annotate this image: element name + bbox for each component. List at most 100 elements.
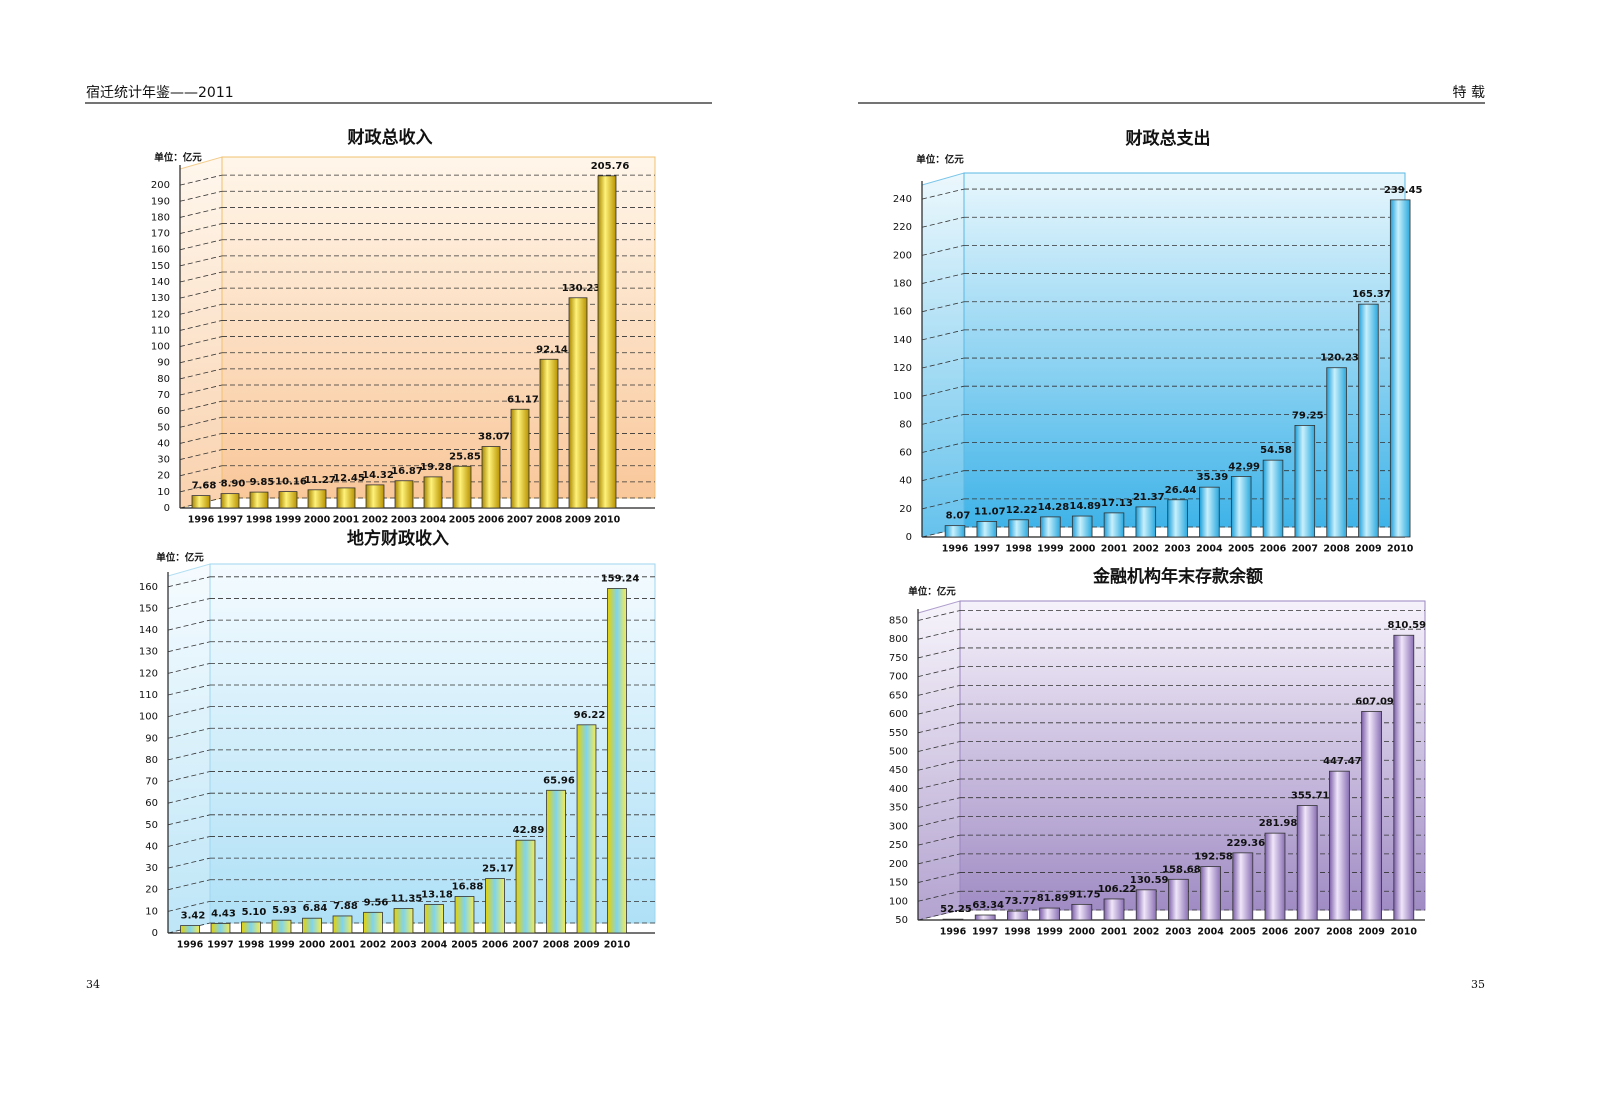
data-label: 7.68 <box>192 481 217 492</box>
x-tick-label: 2007 <box>1294 927 1320 938</box>
bar <box>394 480 414 509</box>
side-wall <box>179 156 223 509</box>
bar <box>1294 425 1316 538</box>
y-tick-label: 200 <box>151 180 170 191</box>
grid-line <box>917 628 961 640</box>
y-tick-label: 50 <box>895 915 908 926</box>
x-tick-label: 2009 <box>1358 927 1384 938</box>
x-tick-label: 2000 <box>1069 544 1096 555</box>
y-tick-label: 90 <box>145 733 158 744</box>
bar <box>424 904 444 934</box>
grid-line <box>921 273 965 284</box>
bar <box>944 525 966 538</box>
data-label: 239.45 <box>1384 185 1423 196</box>
x-tick-label: 2008 <box>543 940 570 951</box>
x-tick-label: 2002 <box>1133 927 1159 938</box>
y-tick-label: 100 <box>139 712 158 723</box>
y-tick-label: 40 <box>145 841 158 852</box>
bar <box>1326 367 1347 538</box>
grid-line <box>167 662 211 674</box>
data-label: 17.13 <box>1101 498 1133 509</box>
grid-line <box>921 498 965 510</box>
bar <box>423 476 443 509</box>
data-label: 9.85 <box>250 477 275 488</box>
y-tick-label: 60 <box>157 406 170 417</box>
x-tick-label: 2002 <box>360 940 386 951</box>
x-tick-label: 2005 <box>451 940 477 951</box>
chart-title: 金融机构年末存款余额 <box>1092 566 1263 587</box>
data-label: 26.44 <box>1165 485 1197 496</box>
grid-line <box>917 647 961 659</box>
data-label: 5.93 <box>272 905 297 916</box>
data-label: 73.77 <box>1005 896 1037 907</box>
grid-line <box>917 853 961 865</box>
data-label: 12.22 <box>1006 505 1038 516</box>
y-tick-label: 80 <box>157 374 170 385</box>
bar <box>278 491 298 509</box>
data-label: 35.39 <box>1197 472 1229 483</box>
y-tick-label: 150 <box>889 878 908 889</box>
data-label: 52.25 <box>940 904 972 915</box>
bar <box>336 487 356 509</box>
x-tick-label: 2000 <box>1069 927 1096 938</box>
bar <box>1103 512 1125 538</box>
grid-line <box>921 216 965 228</box>
bar <box>510 408 530 509</box>
x-tick-label: 1997 <box>207 940 233 951</box>
y-tick-label: 50 <box>157 422 170 433</box>
bar <box>365 484 385 509</box>
x-tick-label: 2001 <box>1101 544 1127 555</box>
unit-label: 单位：亿元 <box>916 154 964 166</box>
grid-line <box>167 922 211 934</box>
x-tick-label: 2010 <box>1387 544 1414 555</box>
grid-line <box>167 727 211 739</box>
grid-line <box>167 598 211 609</box>
grid-line <box>179 497 223 509</box>
y-tick-label: 200 <box>893 250 912 261</box>
x-tick-label: 2001 <box>1101 927 1127 938</box>
x-tick-label: 2003 <box>391 515 417 526</box>
grid-line <box>179 287 223 299</box>
bar <box>1200 866 1221 921</box>
data-label: 11.07 <box>974 506 1006 517</box>
y-tick-label: 120 <box>139 668 158 679</box>
x-tick-label: 1998 <box>1005 544 1032 555</box>
bar <box>1040 516 1061 538</box>
y-tick-label: 80 <box>899 419 912 430</box>
data-label: 96.22 <box>574 710 606 721</box>
data-label: 205.76 <box>591 161 630 172</box>
grid-line <box>917 816 961 827</box>
y-tick-label: 90 <box>157 358 170 369</box>
header-right: 特 载 <box>1453 85 1485 101</box>
y-tick-label: 100 <box>151 342 170 353</box>
grid-line <box>179 190 223 202</box>
x-tick-label: 2008 <box>1326 927 1353 938</box>
grid-line <box>167 641 211 653</box>
data-label: 79.25 <box>1292 410 1324 421</box>
grid-line <box>179 303 223 315</box>
y-tick-label: 100 <box>893 391 912 402</box>
y-tick-label: 80 <box>145 755 158 766</box>
x-tick-label: 2002 <box>1133 544 1159 555</box>
bar <box>481 446 501 509</box>
grid-line <box>917 834 961 846</box>
y-tick-label: 0 <box>906 532 912 543</box>
data-label: 192.58 <box>1194 852 1233 863</box>
data-label: 92.14 <box>536 344 568 355</box>
bar <box>1296 805 1318 921</box>
grid-line <box>917 703 961 715</box>
grid-line <box>917 909 961 921</box>
y-tick-label: 170 <box>151 229 170 240</box>
grid-line <box>179 174 223 186</box>
data-label: 14.28 <box>1038 502 1070 513</box>
bar <box>576 724 597 934</box>
data-label: 16.87 <box>391 466 423 477</box>
x-tick-label: 1998 <box>1004 927 1031 938</box>
grid-line <box>179 368 223 380</box>
x-tick-label: 2001 <box>329 940 355 951</box>
bar <box>1329 770 1350 921</box>
x-tick-label: 2003 <box>1164 544 1190 555</box>
side-wall <box>921 172 965 538</box>
y-tick-label: 20 <box>145 885 158 896</box>
side-wall <box>917 600 961 921</box>
